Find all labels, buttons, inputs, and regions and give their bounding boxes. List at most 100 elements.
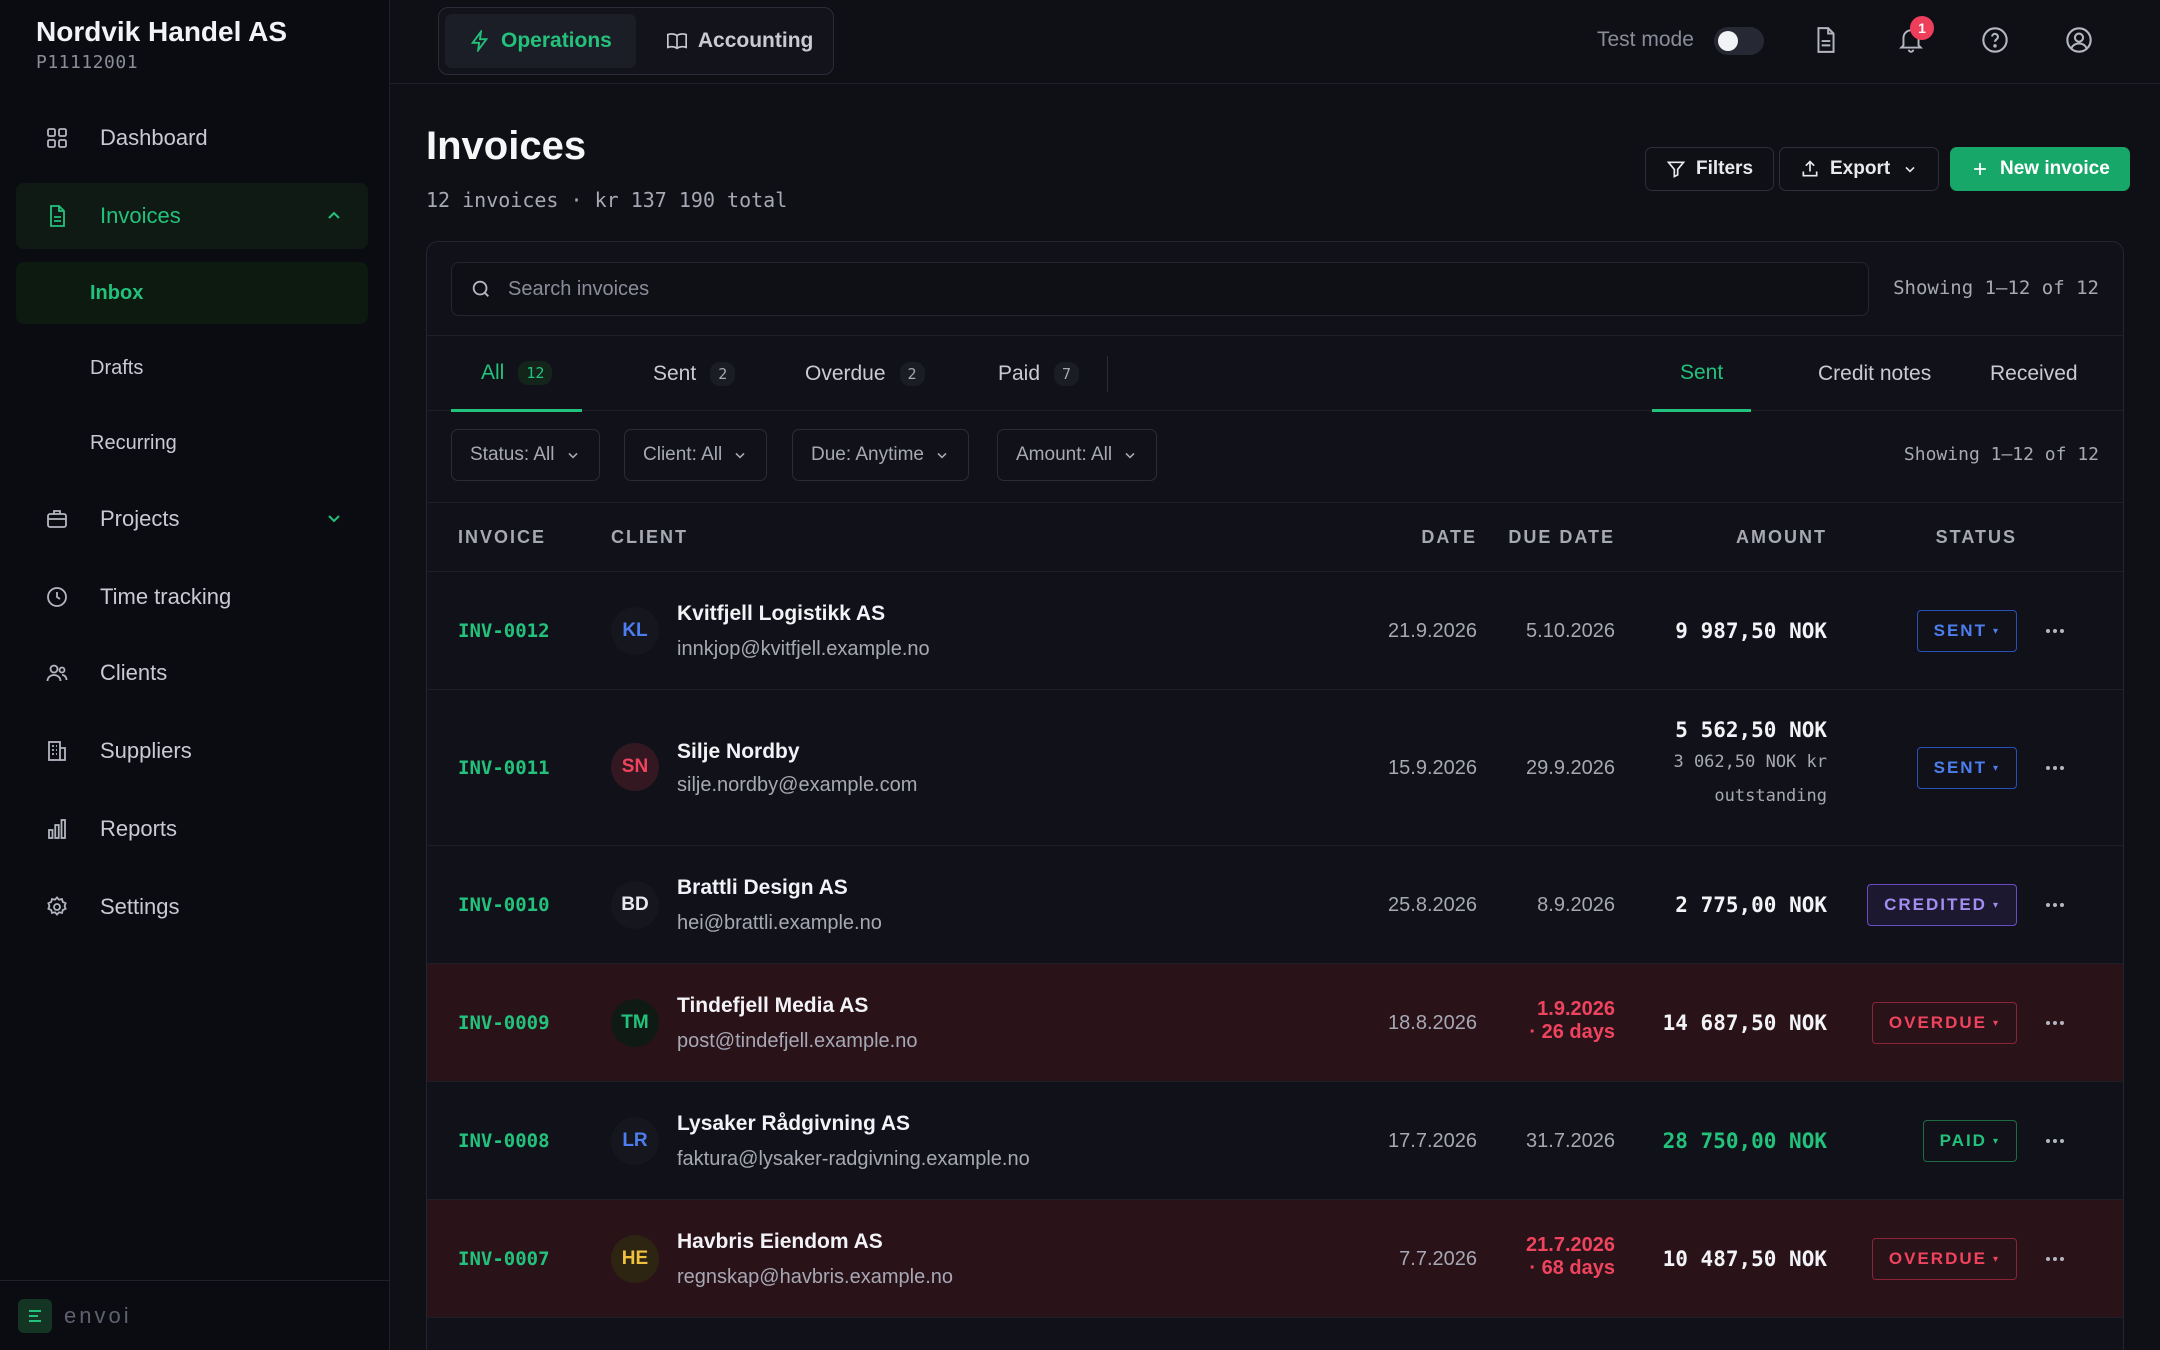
more-options-icon[interactable] [2045,758,2065,778]
sidebar-item-settings[interactable]: Settings [16,874,368,940]
client-email: hei@brattli.example.no [677,912,882,934]
table-row[interactable]: INV-0007 HE Havbris Eiendom AS regnskap@… [427,1200,2123,1318]
chevron-down-icon [567,452,578,459]
table-row[interactable]: INV-0008 LR Lysaker Rådgivning AS faktur… [427,1082,2123,1200]
client-name: Lysaker Rådgivning AS [677,1112,911,1135]
invoice-number[interactable]: INV-0007 [458,1248,550,1270]
status-label: OVERDUE [1888,1013,1987,1032]
client-filter[interactable]: Client: All [624,429,768,481]
client-email: post@tindefjell.example.no [677,1030,918,1052]
caret-down-icon: ▾ [1992,1135,2000,1147]
sidebar-item-invoices[interactable]: Invoices [16,183,368,249]
tab-type-sent[interactable]: Sent [1652,336,1752,412]
help-icon[interactable] [1979,24,2011,56]
status-label: SENT [1933,758,1987,777]
tab-received[interactable]: Received [1990,362,2078,385]
filter-label: Amount: All [1016,444,1113,465]
status-label: OVERDUE [1888,1249,1987,1268]
company-id: P11112001 [36,52,139,73]
more-options-icon[interactable] [2045,1013,2065,1033]
invoice-number[interactable]: INV-0010 [458,894,550,916]
tab-label: Operations [501,29,612,52]
invoice-number[interactable]: INV-0012 [458,620,550,642]
invoice-number[interactable]: INV-0009 [458,1012,550,1034]
status-badge[interactable]: CREDITED ▾ [1867,884,2017,926]
table-row[interactable]: INV-0010 BD Brattli Design AS hei@brattl… [427,846,2123,964]
column-header-due-date[interactable]: DUE DATE [1508,527,1615,547]
more-options-icon[interactable] [2045,621,2065,641]
table-row[interactable]: INV-0012 KL Kvitfjell Logistikk AS innkj… [427,572,2123,690]
status-badge[interactable]: OVERDUE ▾ [1871,1002,2017,1044]
invoice-date: 18.8.2026 [1388,1012,1477,1034]
workspace-switcher: Operations Accounting [438,7,834,75]
table-row[interactable]: INV-0009 TM Tindefjell Media AS post@tin… [427,964,2123,1082]
column-header-date[interactable]: DATE [1421,527,1477,547]
search-box[interactable] [451,262,1869,316]
table-row[interactable]: INV-0011 SN Silje Nordby silje.nordby@ex… [427,690,2123,846]
sidebar-item-time-tracking[interactable]: Time tracking [16,564,368,630]
new-invoice-label: New invoice [2000,158,2110,179]
more-options-icon[interactable] [2045,895,2065,915]
status-badge[interactable]: SENT ▾ [1916,747,2017,789]
tab-count: 2 [710,362,736,386]
user-account-icon[interactable] [2063,24,2095,56]
sidebar-item-reports[interactable]: Reports [16,796,368,862]
column-header-status[interactable]: STATUS [1935,527,2017,547]
tab-sent[interactable]: Sent 2 [623,336,765,412]
tab-credit-notes[interactable]: Credit notes [1818,362,1932,385]
tab-accounting[interactable]: Accounting [642,14,838,68]
sidebar-item-dashboard[interactable]: Dashboard [16,105,368,171]
status-badge[interactable]: PAID ▾ [1922,1120,2017,1162]
outstanding-label: outstanding [1714,786,1827,806]
client-name: Tindefjell Media AS [677,994,869,1017]
filter-label: Due: Anytime [811,444,924,465]
invoice-number[interactable]: INV-0008 [458,1130,550,1152]
sidebar-subitem-inbox[interactable]: Inbox [16,262,368,324]
tab-label: Paid [998,362,1041,385]
client-email: regnskap@havbris.example.no [677,1266,954,1288]
new-invoice-button[interactable]: New invoice [1950,147,2130,191]
status-filter[interactable]: Status: All [451,429,600,481]
more-options-icon[interactable] [2045,1249,2065,1269]
column-header-client[interactable]: CLIENT [611,527,688,547]
tab-paid[interactable]: Paid 7 [968,336,1109,412]
sidebar-subitem-drafts[interactable]: Drafts [90,356,144,379]
export-label: Export [1830,158,1891,179]
building-icon [44,738,70,764]
sidebar-item-label: Clients [100,660,168,685]
due-filter[interactable]: Due: Anytime [792,429,969,481]
company-brand[interactable]: Nordvik Handel AS P11112001 [36,16,287,73]
invoice-number[interactable]: INV-0011 [458,757,550,779]
tab-all[interactable]: All 12 [451,336,583,412]
tab-operations[interactable]: Operations [445,14,636,68]
client-avatar: TM [611,999,659,1047]
client-name: Havbris Eiendom AS [677,1230,883,1253]
chevron-down-icon [735,452,745,459]
amount-filter[interactable]: Amount: All [997,429,1158,481]
sidebar-item-projects[interactable]: Projects [16,486,368,552]
more-options-icon[interactable] [2045,1131,2065,1151]
sidebar-subitem-recurring[interactable]: Recurring [90,431,177,454]
invoices-card: Showing 1–12 of 12 All 12 Sent 2 Overdue… [426,241,2124,1350]
test-mode-toggle[interactable] [1714,27,1764,55]
status-badge[interactable]: SENT ▾ [1916,610,2017,652]
tab-label: Accounting [697,29,814,52]
due-date: 21.7.2026 · 68 days [1526,1234,1615,1280]
client-email: faktura@lysaker-radgivning.example.no [677,1148,1030,1170]
filters-label: Filters [1696,158,1754,179]
sidebar-item-suppliers[interactable]: Suppliers [16,718,368,784]
filters-button[interactable]: Filters [1645,147,1775,191]
document-icon[interactable] [1810,24,1842,56]
caret-down-icon: ▾ [1992,1017,2000,1029]
chevron-down-icon [1905,166,1915,173]
outstanding-amount: 3 062,50 NOK kr outstanding [1673,745,1827,813]
column-header-invoice[interactable]: INVOICE [458,527,547,547]
invoice-amount: 28 750,00 NOK [1662,1129,1827,1153]
tab-overdue[interactable]: Overdue 2 [775,336,955,412]
sidebar-item-clients[interactable]: Clients [16,640,368,706]
column-header-amount[interactable]: AMOUNT [1736,527,1827,547]
export-button[interactable]: Export [1779,147,1940,191]
status-badge[interactable]: OVERDUE ▾ [1871,1238,2017,1280]
tab-count: 12 [518,360,553,385]
search-input[interactable] [508,277,1808,301]
